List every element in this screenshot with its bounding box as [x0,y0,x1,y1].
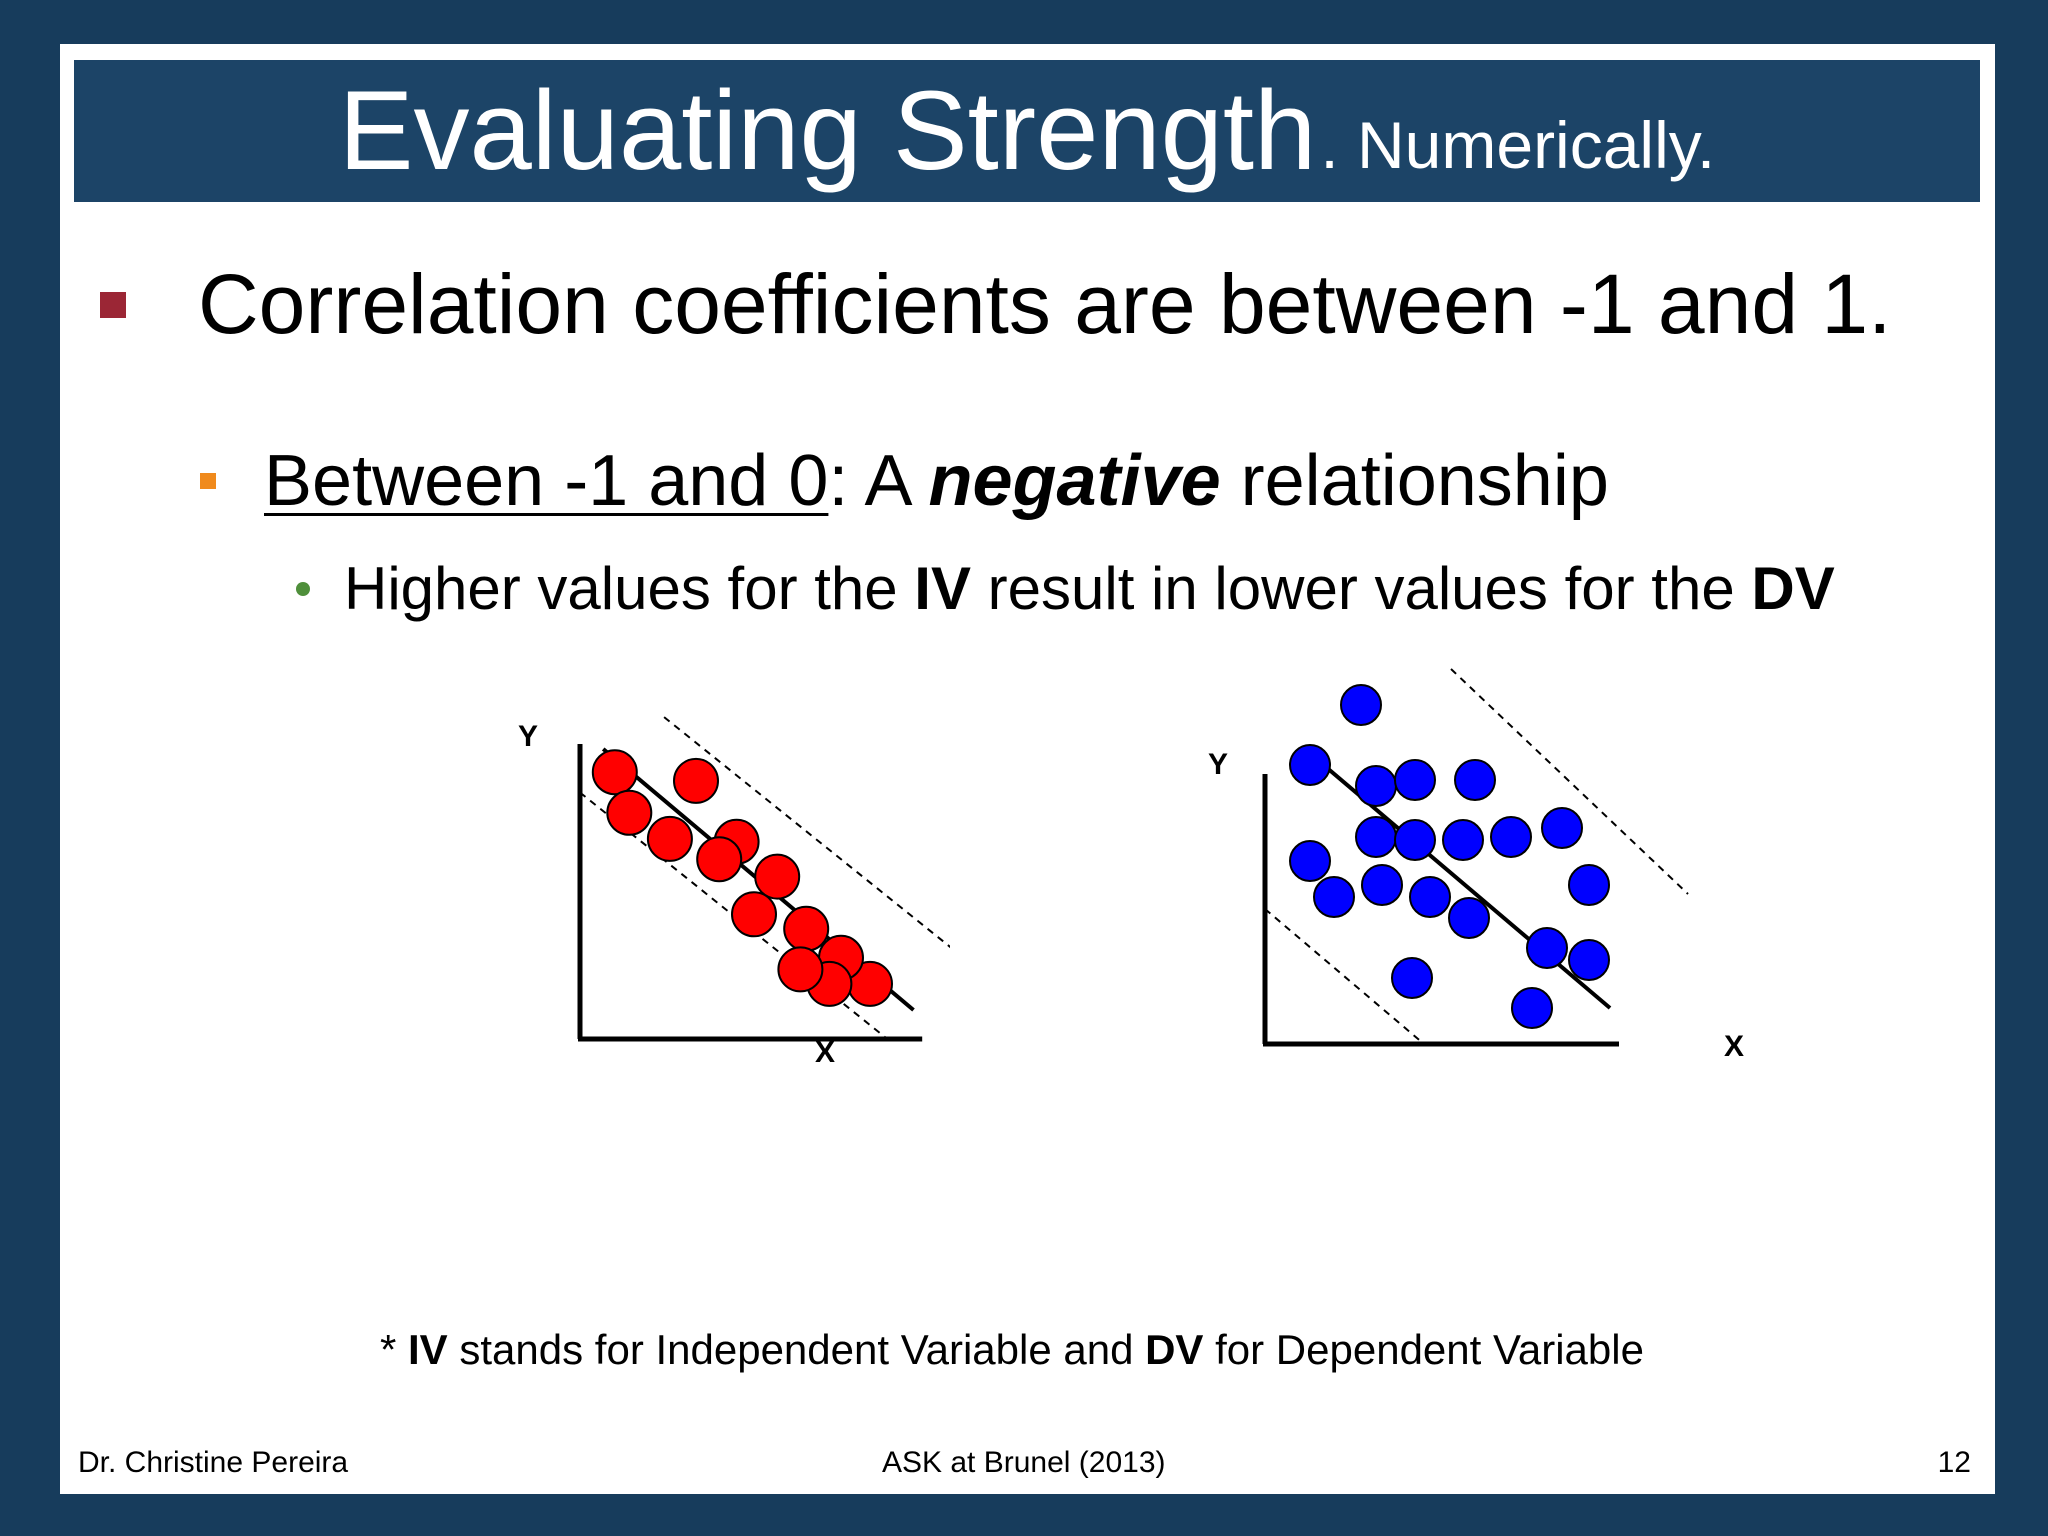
footnote-dv: DV [1145,1326,1204,1373]
relationship-text: relationship [1220,441,1609,521]
dot-bullet-icon [296,581,310,596]
small-square-bullet-icon [200,473,216,489]
bullet-level-1: Correlation coefficients are between -1 … [100,256,1891,353]
bullet-level-2: Between -1 and 0: A negative relationshi… [200,440,1609,522]
strong-negative-scatter-chart: XY [518,716,950,1069]
strong-data-point-8 [731,891,777,938]
iv-term: IV [914,555,971,622]
weak-data-point-10 [1541,807,1583,849]
slide-number: 12 [1937,1446,1971,1479]
bullet-level-3-part2: result in lower values for the [971,555,1752,622]
bullet-level-3-part1: Higher values for the [344,555,915,622]
weak-data-point-4 [1394,759,1436,801]
bullet-level-2-text: Between -1 and 0: A negative relationshi… [264,440,1609,522]
strong-data-point-3 [606,789,653,836]
slide-title: Evaluating Strength [338,68,1317,193]
weak-data-point-20 [1511,987,1553,1029]
weak-data-point-3 [1355,765,1397,807]
weak-data-point-17 [1526,927,1568,969]
strong-data-point-9 [783,905,830,952]
range-text: Between -1 and 0 [264,441,829,521]
slide-subtitle: . Numerically. [1320,108,1716,182]
strong-x-axis-label: X [815,1036,835,1069]
bullet-level-3: Higher values for the IV result in lower… [296,554,1835,623]
dv-term: DV [1751,555,1835,622]
weak-data-point-15 [1568,864,1610,906]
weak-x-axis-label: X [1724,1030,1744,1063]
strong-y-axis-label: Y [518,720,538,753]
weak-data-point-7 [1394,819,1436,861]
connector-text: : A [828,441,929,521]
strong-data-point-13 [777,946,824,993]
weak-negative-scatter-chart: XY [1208,668,1744,1063]
weak-data-point-18 [1568,939,1610,981]
strong-data-point-1 [591,749,638,796]
square-bullet-icon [100,291,126,318]
weak-data-point-12 [1313,876,1355,918]
footnote-iv: IV [408,1326,448,1373]
weak-data-point-14 [1448,897,1490,939]
weak-data-point-9 [1490,816,1532,858]
slide: Evaluating Strength . Numerically. Corre… [60,44,1995,1494]
strong-data-point-4 [646,815,693,862]
negative-emphasis: negative [928,441,1221,521]
weak-data-point-5 [1454,759,1496,801]
weak-data-point-19 [1391,957,1433,999]
footer-author: Dr. Christine Pereira [78,1446,349,1479]
weak-data-point-16 [1409,876,1451,918]
strong-data-point-7 [696,836,743,883]
weak-data-point-11 [1289,840,1331,882]
bullet-level-3-text: Higher values for the IV result in lower… [344,554,1835,623]
weak-data-point-8 [1442,819,1484,861]
title-bar: Evaluating Strength . Numerically. [74,60,1980,202]
bullet-level-1-text: Correlation coefficients are between -1 … [198,257,1892,351]
weak-band-lower-line [1264,908,1425,1045]
weak-data-point-13 [1361,864,1403,906]
footnote-part2: for Dependent Variable [1203,1326,1644,1373]
weak-data-point-6 [1355,816,1397,858]
weak-band-upper-line [1450,668,1689,895]
strong-data-point-2 [673,757,719,804]
footer-center: ASK at Brunel (2013) [882,1446,1166,1479]
footnote: * IV stands for Independent Variable and… [380,1326,1644,1374]
footnote-star: * [380,1326,409,1373]
weak-y-axis-label: Y [1208,748,1228,781]
footnote-part1: stands for Independent Variable and [447,1326,1146,1373]
weak-data-point-2 [1289,744,1331,786]
weak-data-point-1 [1340,684,1382,726]
strong-data-point-6 [754,853,801,900]
